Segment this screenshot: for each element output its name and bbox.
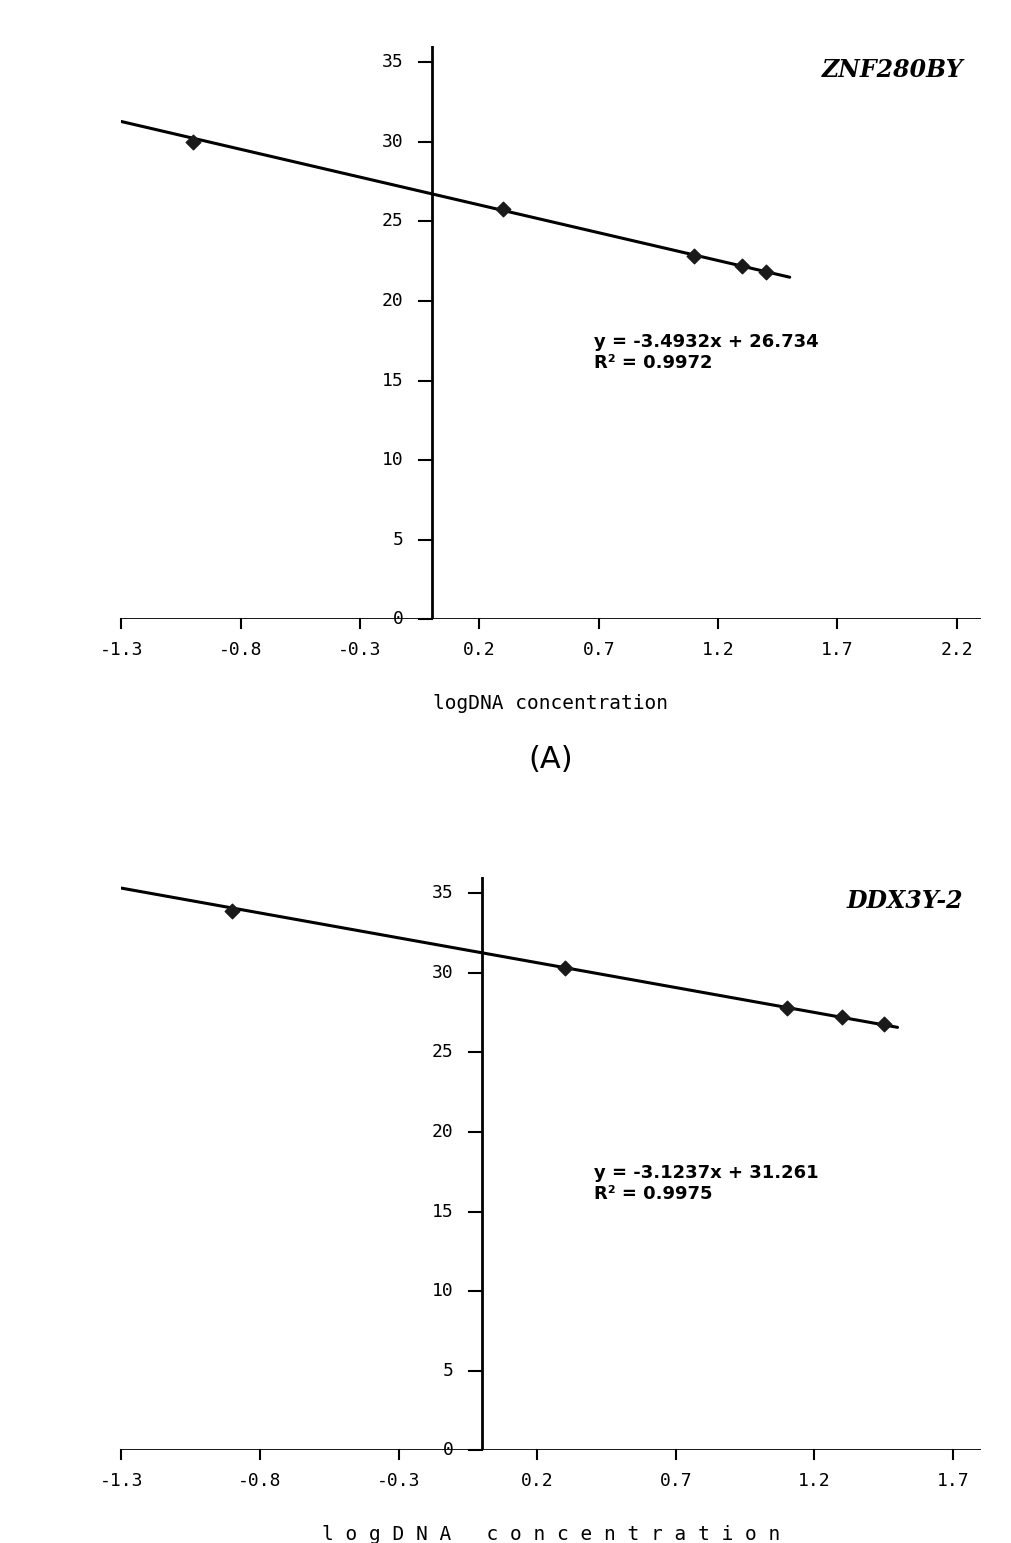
- Text: y = -3.4932x + 26.734
R² = 0.9972: y = -3.4932x + 26.734 R² = 0.9972: [593, 333, 819, 372]
- Point: [224, 898, 241, 923]
- Text: 30: 30: [381, 133, 403, 151]
- Text: 0.2: 0.2: [463, 640, 495, 659]
- Text: logDNA concentration: logDNA concentration: [434, 694, 668, 713]
- Text: l o g D N A   c o n c e n t r a t i o n: l o g D N A c o n c e n t r a t i o n: [321, 1524, 780, 1543]
- Text: 1.2: 1.2: [798, 1472, 831, 1491]
- Point: [758, 261, 774, 285]
- Text: 2.2: 2.2: [940, 640, 974, 659]
- Text: 0: 0: [443, 1441, 453, 1460]
- Text: y = -3.1237x + 31.261
R² = 0.9975: y = -3.1237x + 31.261 R² = 0.9975: [593, 1163, 819, 1202]
- Text: -0.8: -0.8: [219, 640, 263, 659]
- Point: [495, 196, 512, 221]
- Text: -0.3: -0.3: [339, 640, 382, 659]
- Point: [185, 130, 201, 154]
- Point: [734, 253, 750, 278]
- Text: 0.2: 0.2: [521, 1472, 553, 1491]
- Text: ZNF280BY: ZNF280BY: [822, 57, 963, 82]
- Text: 0: 0: [392, 611, 403, 628]
- Point: [876, 1011, 892, 1035]
- Text: 35: 35: [381, 52, 403, 71]
- Text: 35: 35: [432, 884, 453, 903]
- Text: 30: 30: [432, 964, 453, 981]
- Text: 5: 5: [443, 1362, 453, 1379]
- Text: 15: 15: [381, 372, 403, 389]
- Point: [686, 244, 703, 268]
- Text: 0.7: 0.7: [582, 640, 615, 659]
- Text: 15: 15: [432, 1202, 453, 1221]
- Text: 1.7: 1.7: [936, 1472, 970, 1491]
- Text: 0.7: 0.7: [659, 1472, 693, 1491]
- Point: [834, 1004, 850, 1029]
- Text: 10: 10: [432, 1282, 453, 1301]
- Text: 25: 25: [432, 1043, 453, 1062]
- Text: -1.3: -1.3: [99, 640, 144, 659]
- Text: DDX3Y-2: DDX3Y-2: [847, 889, 963, 913]
- Text: 20: 20: [432, 1123, 453, 1140]
- Text: 20: 20: [381, 292, 403, 310]
- Point: [557, 955, 573, 980]
- Text: 5: 5: [392, 531, 403, 549]
- Text: 1.7: 1.7: [821, 640, 853, 659]
- Text: -1.3: -1.3: [99, 1472, 144, 1491]
- Text: 25: 25: [381, 213, 403, 230]
- Text: -0.3: -0.3: [377, 1472, 421, 1491]
- Text: 10: 10: [381, 451, 403, 469]
- Point: [778, 995, 795, 1020]
- Text: 1.2: 1.2: [702, 640, 734, 659]
- Text: (A): (A): [529, 745, 573, 775]
- Text: -0.8: -0.8: [239, 1472, 282, 1491]
